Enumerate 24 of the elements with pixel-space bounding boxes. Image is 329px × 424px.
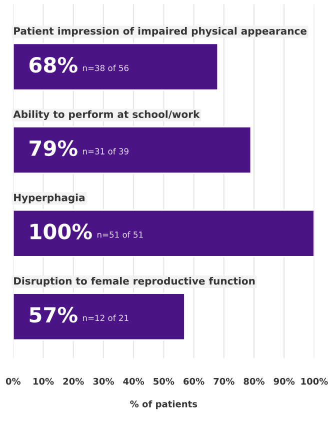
data-label: 68% (30, 57, 78, 73)
x-axis-title: % of patients (130, 400, 198, 410)
x-tick-label: 30% (93, 378, 114, 385)
x-tick-label: 100% (301, 378, 328, 385)
y-tick-label: Patient impression of impaired physical appearance (14, 26, 306, 37)
x-tick-label: 90% (274, 378, 295, 385)
annotation: n=31 of 39 (83, 148, 128, 154)
x-tick-label: 10% (33, 378, 54, 385)
annotation: n=12 of 21 (83, 314, 128, 322)
x-tick-label: 40% (123, 378, 144, 385)
x-tick-label: 20% (63, 378, 84, 385)
annotation: n=38 of 56 (83, 64, 129, 72)
data-label: 57% (30, 306, 78, 323)
annotation: n=51 of 51 (97, 231, 143, 238)
data-label: 100% (30, 224, 92, 240)
x-tick-label: 0% (6, 378, 21, 385)
x-tick-label: 50% (154, 378, 174, 385)
y-tick-label: Hyperphagia (14, 194, 84, 204)
x-tick-label: 70% (214, 378, 234, 385)
x-tick-label: 60% (184, 378, 204, 385)
data-label: 79% (30, 140, 78, 156)
y-tick-label: Ability to perform at school/work (13, 110, 200, 120)
x-tick-label: 80% (244, 378, 265, 385)
y-tick-label: Disruption to female reproductive function (14, 276, 255, 287)
